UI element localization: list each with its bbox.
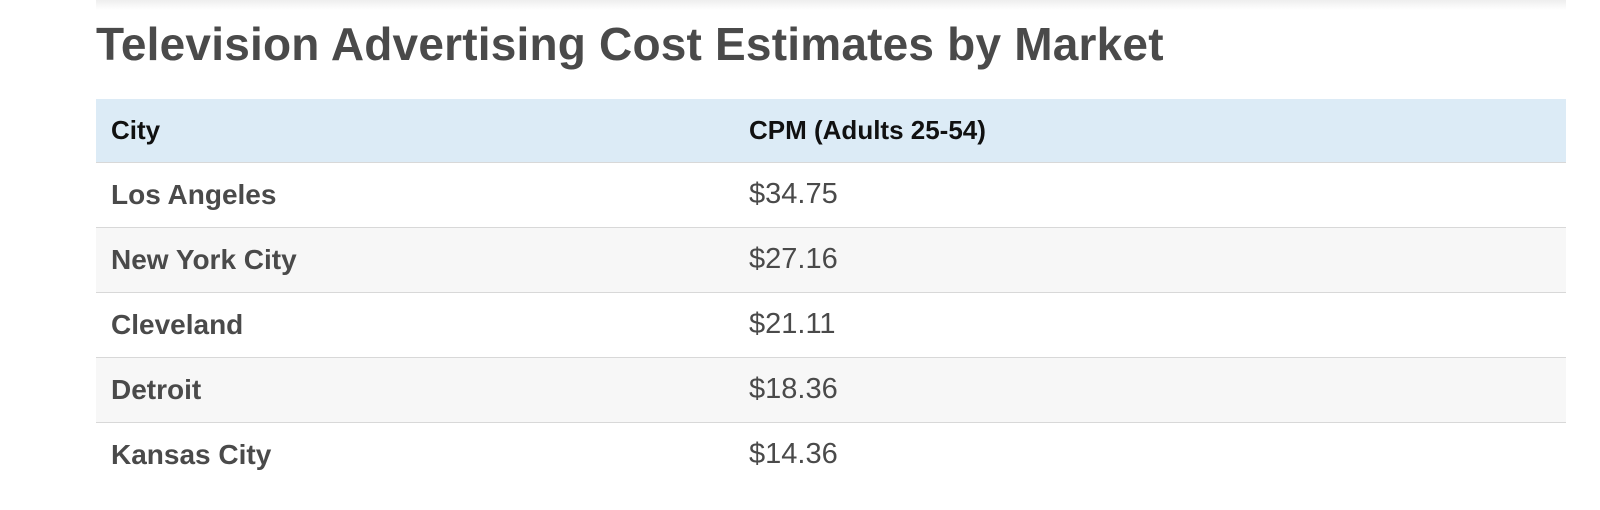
cpm-table: City CPM (Adults 25-54) Los Angeles $34.… — [96, 99, 1566, 487]
table-row: Cleveland $21.11 — [96, 292, 1566, 357]
city-cell: Los Angeles — [111, 178, 277, 210]
table-row: New York City $27.16 — [96, 227, 1566, 292]
cpm-cell: $21.11 — [749, 308, 836, 340]
table-row: Los Angeles $34.75 — [96, 162, 1566, 227]
city-cell: Kansas City — [111, 438, 272, 470]
cpm-cell: $18.36 — [749, 373, 838, 405]
page-title: Television Advertising Cost Estimates by… — [96, 18, 1164, 70]
city-cell: Detroit — [111, 373, 202, 405]
table-header-row: City CPM (Adults 25-54) — [96, 99, 1566, 162]
top-divider — [96, 0, 1566, 10]
table-row: Kansas City $14.36 — [96, 422, 1566, 487]
column-header-city: City — [111, 114, 161, 145]
city-cell: New York City — [111, 243, 297, 275]
table-row: Detroit $18.36 — [96, 357, 1566, 422]
city-cell: Cleveland — [111, 308, 244, 340]
cpm-cell: $34.75 — [749, 178, 838, 210]
cpm-cell: $14.36 — [749, 438, 838, 471]
column-header-cpm: CPM (Adults 25-54) — [749, 114, 986, 145]
cpm-cell: $27.16 — [749, 243, 838, 275]
